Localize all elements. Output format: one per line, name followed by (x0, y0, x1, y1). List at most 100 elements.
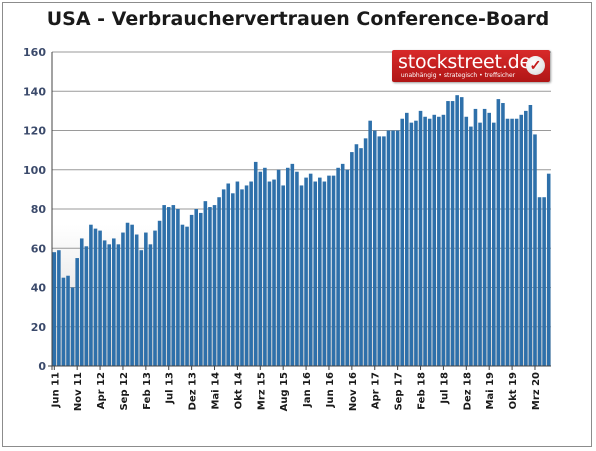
y-tick-label: 60 (31, 242, 47, 255)
bar (89, 224, 93, 366)
bar (345, 169, 350, 366)
bar (363, 138, 368, 366)
bar (75, 258, 79, 366)
bar (157, 220, 162, 366)
bar (235, 181, 240, 366)
bar (57, 250, 61, 366)
bar (116, 244, 121, 366)
bar (231, 193, 235, 366)
bar (405, 112, 409, 367)
bar (107, 244, 112, 366)
bar (437, 116, 441, 366)
x-tick-label: Mrz 20 (531, 372, 542, 410)
x-tick-label: Okt 14 (233, 372, 244, 409)
bar (276, 169, 281, 366)
bar (295, 171, 299, 366)
bar (524, 110, 528, 366)
bar (386, 130, 391, 366)
bar (542, 197, 546, 366)
bar (281, 185, 285, 366)
y-tick-label: 120 (23, 125, 46, 138)
bar (171, 205, 176, 366)
bar (102, 240, 107, 366)
bar (427, 118, 432, 366)
bar (372, 130, 377, 366)
x-tick-label: Mai 19 (485, 372, 496, 410)
bar (487, 112, 491, 367)
bar (112, 238, 116, 366)
bar (52, 252, 57, 366)
bar (290, 163, 295, 366)
x-tick-label: Jul 18 (439, 372, 450, 405)
bar (258, 171, 263, 366)
logo-name: stockstreet.de (398, 51, 531, 73)
bar (253, 161, 258, 366)
bar (478, 122, 482, 367)
bar (244, 185, 249, 366)
bar (546, 173, 551, 366)
y-axis-labels: 0 20 40 60 80 100 120 140 160 (23, 46, 46, 373)
bar (368, 120, 372, 366)
x-tick-label: Apr 12 (96, 372, 107, 409)
bar (464, 116, 469, 366)
y-tick-label: 100 (23, 164, 46, 177)
bar (327, 175, 331, 366)
x-tick-label: Feb 18 (417, 372, 428, 410)
bar (455, 95, 459, 367)
bar (391, 130, 395, 366)
bar (263, 167, 267, 366)
x-axis-labels: Jun 11 Nov 11 Apr 12 Sep 12 Feb 13 Jul 13 Dez … (50, 372, 542, 411)
y-tick-label: 140 (23, 85, 46, 98)
bar (267, 181, 272, 366)
bar (203, 201, 208, 366)
bar (491, 122, 496, 367)
bar (217, 197, 221, 366)
bar (308, 173, 313, 366)
bar (473, 108, 478, 366)
bar (528, 104, 533, 367)
bar (459, 97, 464, 366)
bar (226, 183, 231, 366)
x-tick-label: Feb 13 (142, 372, 153, 410)
x-tick-label: Okt 19 (508, 372, 519, 409)
bar (212, 205, 217, 366)
bar (240, 189, 244, 366)
bar (313, 181, 318, 366)
bar (501, 103, 505, 367)
bar (354, 144, 359, 366)
bar (70, 287, 75, 366)
check-circle-icon: ✓ (526, 56, 545, 75)
bar (350, 152, 354, 366)
bar (340, 163, 345, 366)
bar (446, 101, 450, 366)
bar (510, 118, 514, 366)
bar (450, 101, 455, 366)
bar (98, 230, 102, 366)
x-tick-label: Mrz 15 (256, 372, 267, 410)
x-tick-label: Jun 16 (325, 372, 336, 408)
x-tick-label: Jan 16 (302, 372, 313, 408)
x-tick-label: Dez 18 (462, 372, 473, 410)
y-tick-label: 40 (31, 282, 47, 295)
bar (144, 232, 148, 366)
y-tick-label: 20 (31, 321, 47, 334)
bar (121, 232, 125, 366)
bar (496, 99, 501, 366)
bar (432, 114, 437, 366)
bar (189, 214, 194, 366)
bar (66, 275, 70, 366)
bar (331, 175, 336, 366)
bar (304, 177, 308, 366)
bar (84, 246, 89, 366)
bar (423, 116, 427, 366)
bar (336, 167, 340, 366)
bar (194, 209, 198, 366)
stockstreet-logo: stockstreet.de unabhängig • strategisch … (392, 50, 550, 82)
bar (537, 197, 542, 366)
axes (48, 52, 551, 370)
bar (93, 228, 98, 366)
bar (299, 185, 304, 366)
y-tick-label: 80 (31, 203, 47, 216)
x-tick-label: Apr 17 (371, 372, 382, 409)
